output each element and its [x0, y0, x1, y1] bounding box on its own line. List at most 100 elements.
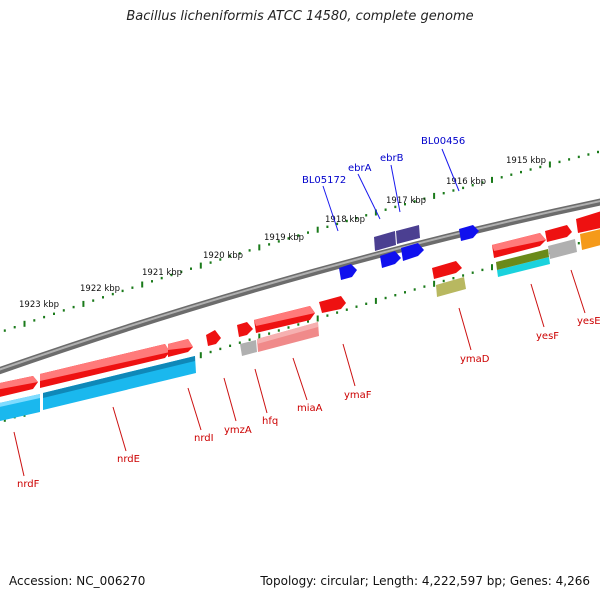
upper-scale-tick — [180, 270, 183, 273]
upper-scale-tick — [510, 173, 513, 176]
upper-scale-tick — [151, 280, 153, 283]
lower-scale-tick — [219, 347, 222, 351]
label-ebrA[interactable]: ebrA — [348, 163, 372, 174]
upper-scale-tick — [297, 234, 300, 237]
label-ymaF[interactable]: ymaF — [344, 390, 372, 401]
gene-ebrA[interactable] — [374, 231, 396, 251]
label-yesF[interactable]: yesF — [536, 331, 559, 342]
label-nrdE[interactable]: nrdE — [117, 454, 140, 465]
leader-yesE — [570, 269, 586, 314]
label-hfq[interactable]: hfq — [262, 416, 278, 427]
gene-nrdF-reverse[interactable] — [0, 394, 40, 421]
gene-yesF[interactable] — [492, 233, 546, 258]
label-BL00456[interactable]: BL00456 — [421, 136, 465, 147]
gene-yesE[interactable] — [545, 225, 572, 242]
upper-scale-tick — [471, 184, 474, 187]
gene-ebrA-small[interactable] — [380, 251, 401, 268]
leader-nrdE — [112, 406, 127, 452]
upper-scale-tick — [287, 237, 290, 240]
lower-scale-tick — [326, 314, 329, 317]
gene-BL00456[interactable] — [459, 225, 479, 241]
upper-scale-tick — [229, 255, 232, 258]
feature-green-yesF[interactable] — [496, 249, 549, 270]
lower-scale-tick — [491, 264, 493, 271]
lower-scale-tick — [394, 294, 397, 297]
upper-scale-tick — [374, 209, 377, 216]
upper-scale-tick — [258, 244, 261, 251]
upper-scale-tick — [365, 214, 368, 217]
upper-scale-tick — [442, 192, 445, 195]
label-BL05172[interactable]: BL05172 — [302, 175, 346, 186]
upper-scale-tick — [209, 261, 212, 264]
kbp-label-1919: 1919 kbp — [264, 233, 304, 243]
lower-scale-tick — [462, 274, 465, 277]
label-ymzA[interactable]: ymzA — [224, 425, 252, 436]
upper-scale-tick — [160, 276, 163, 280]
feature-gray-yesE[interactable] — [548, 239, 577, 259]
lower-scale-tick — [297, 323, 300, 326]
leader-ymzA — [223, 377, 237, 422]
upper-scale-tick — [23, 320, 26, 327]
label-miaA[interactable]: miaA — [297, 403, 323, 414]
upper-scale-tick — [111, 292, 114, 296]
upper-scale-tick — [520, 170, 522, 174]
leader-hfq — [254, 368, 268, 414]
gene-nrdI[interactable] — [168, 339, 193, 357]
upper-scale-tick — [345, 219, 348, 223]
gene-right-edge[interactable] — [576, 210, 600, 233]
gene-nrdF[interactable] — [0, 376, 38, 398]
upper-scale-tick — [394, 205, 397, 209]
label-ebrB[interactable]: ebrB — [380, 153, 404, 164]
upper-scale-tick — [326, 225, 329, 228]
upper-scale-tick — [529, 168, 532, 171]
gene-ebrB-small[interactable] — [401, 243, 424, 261]
upper-scale-tick — [413, 200, 416, 203]
lower-scale-tick — [209, 350, 212, 354]
upper-scale-tick — [277, 240, 280, 243]
leader-yesF — [530, 283, 545, 328]
upper-scale-tick — [131, 286, 134, 289]
upper-scale-tick — [548, 161, 551, 168]
feature-pink-miaA[interactable] — [257, 322, 319, 352]
gene-ymaF[interactable] — [319, 296, 346, 313]
upper-scale-tick — [433, 192, 436, 199]
leader-miaA — [292, 357, 308, 401]
lower-scale-tick — [413, 288, 416, 291]
label-yesE[interactable]: yesE — [577, 316, 600, 327]
gene-ymaD[interactable] — [432, 261, 462, 279]
gene-nrdE-reverse[interactable] — [43, 356, 196, 410]
gene-miaA[interactable] — [254, 306, 315, 333]
gene-ebrB[interactable] — [396, 225, 420, 244]
upper-scale-tick — [558, 160, 561, 164]
kbp-label-1920: 1920 kbp — [203, 251, 243, 261]
label-nrdF[interactable]: nrdF — [17, 479, 40, 490]
upper-scale-tick — [462, 186, 465, 190]
upper-scale-tick — [102, 296, 104, 299]
upper-scale-tick — [587, 153, 590, 156]
leader-BL05172 — [322, 185, 339, 232]
upper-scale-tick — [92, 299, 95, 302]
gene-hfq[interactable] — [237, 322, 253, 337]
leader-nrdF — [13, 431, 25, 477]
gene-yesF-reverse[interactable] — [497, 257, 550, 277]
label-nrdI[interactable]: nrdI — [194, 433, 214, 444]
upper-scale-tick — [577, 155, 580, 159]
leader-ebrB — [390, 164, 401, 213]
gene-nrdE[interactable] — [40, 344, 170, 388]
genome-backbone-highlight — [0, 200, 600, 371]
feature-orange-edge[interactable] — [580, 228, 600, 250]
leader-ebrA — [357, 173, 381, 220]
upper-scale-tick — [53, 312, 55, 315]
upper-scale-tick — [141, 281, 144, 288]
gene-BL05172[interactable] — [339, 264, 357, 280]
feature-olive-ymaD[interactable] — [436, 277, 466, 297]
label-ymaD[interactable]: ymaD — [460, 354, 490, 365]
lower-scale-tick — [374, 297, 377, 304]
gene-ymzA[interactable] — [206, 330, 221, 346]
upper-scale-tick — [307, 231, 309, 234]
upper-scale-tick — [452, 189, 455, 192]
upper-scale-tick — [13, 326, 16, 329]
lower-scale-tick — [3, 419, 6, 422]
feature-gray-hfq[interactable] — [240, 340, 257, 356]
upper-scale-tick — [423, 197, 426, 200]
